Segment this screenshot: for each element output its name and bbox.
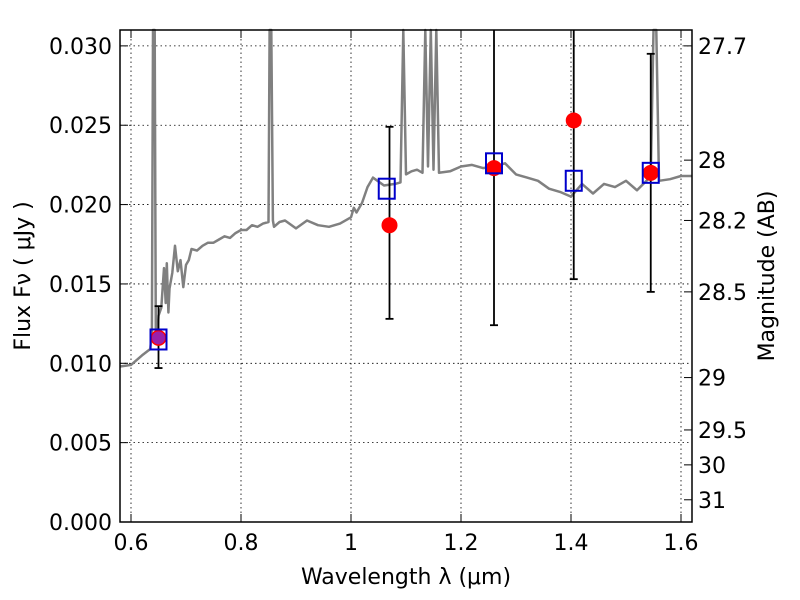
x-tick-label: 1.2: [444, 531, 479, 556]
right-tick-label: 30: [698, 454, 726, 479]
right-tick-label: 29.5: [698, 419, 747, 444]
observed-point: [565, 112, 582, 129]
grid-lines: [120, 30, 692, 522]
x-tick-label: 0.6: [114, 531, 149, 556]
observed-point: [642, 164, 659, 181]
y-tick-label: 0.030: [49, 35, 112, 60]
synthetic-point: [564, 169, 583, 192]
right-tick-label: 28.5: [698, 281, 747, 306]
plot-area: [119, 28, 692, 369]
y-axis-label: Flux Fν ( μJy ): [11, 201, 36, 350]
right-tick-label: 28.2: [698, 209, 747, 234]
right-axis-ticks: 27.7 28 28.2 28.5 29 29.5 30 31: [684, 35, 747, 514]
observed-point: [381, 217, 398, 234]
y-tick-label: 0.015: [49, 273, 112, 298]
y-tick-label: 0.000: [49, 511, 112, 536]
y-tick-label: 0.020: [49, 194, 112, 219]
observed-point-overlap: [152, 331, 165, 345]
right-tick-label: 29: [698, 367, 726, 392]
right-axis-label: Magnitude (AB): [755, 191, 780, 362]
x-tick-label: 1.4: [554, 531, 589, 556]
synthetic-point: [641, 161, 660, 184]
x-axis-label: Wavelength λ (μm): [301, 565, 511, 590]
x-tick-label: 0.8: [224, 531, 259, 556]
right-tick-label: 31: [698, 489, 726, 514]
x-axis-ticks: 0.6 0.8 1 1.2 1.4 1.6: [114, 30, 699, 556]
synthetic-point: [485, 152, 503, 175]
x-tick-label: 1: [344, 531, 358, 556]
synthetic-point: [149, 328, 168, 351]
right-tick-label: 28: [698, 149, 726, 174]
y-axis-ticks: 0.000 0.005 0.010 0.015 0.020 0.025 0.030: [49, 35, 128, 536]
y-tick-label: 0.010: [49, 352, 112, 377]
plot-frame: [119, 29, 693, 523]
y-tick-label: 0.005: [49, 432, 112, 457]
synthetic-point: [377, 177, 396, 200]
model-spectrum-line: [119, 28, 692, 368]
x-tick-label: 1.6: [664, 531, 699, 556]
right-tick-label: 27.7: [698, 35, 747, 60]
y-tick-label: 0.025: [49, 114, 112, 139]
